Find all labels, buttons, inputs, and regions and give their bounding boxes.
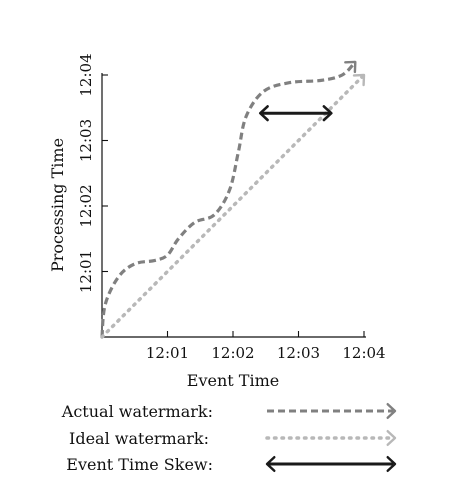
y-tick-label-1: 12:02 xyxy=(77,184,95,227)
legend-swatch-arrowhead-right-2 xyxy=(386,456,397,472)
x-tick-label-3: 12:04 xyxy=(342,344,385,362)
series-arrowhead-1 xyxy=(352,73,366,87)
skew-arrowhead-right xyxy=(322,105,333,122)
y-tick-label-2: 12:03 xyxy=(77,119,95,162)
legend-label-skew: Event Time Skew: xyxy=(66,455,213,474)
axis-ticks xyxy=(102,74,365,337)
series-line-ideal-watermark xyxy=(100,73,366,339)
legend: Actual watermark: Ideal watermark: Event… xyxy=(61,402,397,474)
annotation-layer xyxy=(259,105,333,122)
axis-tick-labels: 12:01 12:02 12:03 12:04 12:01 12:02 12:03 12:04 xyxy=(77,53,386,362)
legend-swatch-arrowhead-right-1 xyxy=(386,430,397,446)
y-tick-label-3: 12:04 xyxy=(77,53,95,96)
x-tick-label-2: 12:03 xyxy=(277,344,320,362)
legend-swatches xyxy=(265,403,397,472)
series-arrowhead-0 xyxy=(344,60,357,74)
x-axis-label: Event Time xyxy=(187,371,279,390)
y-tick-label-0: 12:01 xyxy=(77,250,95,293)
series-layer xyxy=(100,60,366,339)
x-tick-label-1: 12:02 xyxy=(211,344,254,362)
x-tick-label-0: 12:01 xyxy=(146,344,189,362)
legend-label-ideal: Ideal watermark: xyxy=(69,429,209,448)
series-line-actual-watermark xyxy=(100,60,357,338)
skew-arrowhead-left xyxy=(259,105,269,122)
legend-swatch-arrowhead-left-2 xyxy=(265,456,276,472)
legend-label-actual: Actual watermark: xyxy=(61,402,213,421)
y-axis-label: Processing Time xyxy=(48,138,67,272)
legend-swatch-arrowhead-right-0 xyxy=(386,403,397,419)
